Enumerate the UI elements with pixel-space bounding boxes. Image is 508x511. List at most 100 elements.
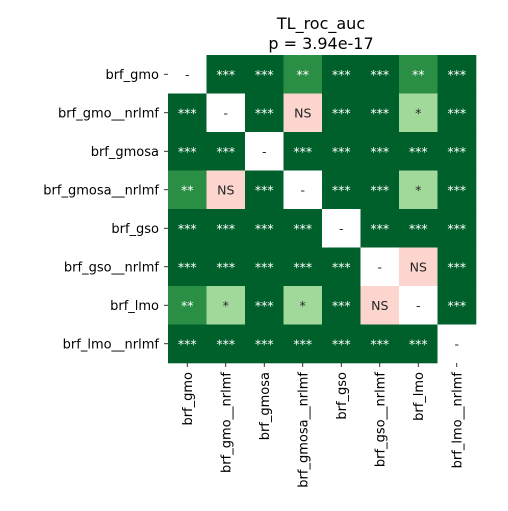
heatmap-cell (437, 286, 477, 325)
cell-label: - (300, 182, 305, 197)
y-tick-label: brf_lmo__nrlmf (63, 337, 160, 352)
cell-label: *** (255, 67, 274, 82)
cell-label: *** (447, 182, 466, 197)
heatmap-cell (245, 324, 284, 364)
cell-label: *** (370, 67, 389, 82)
cell-label: *** (370, 221, 389, 236)
heatmap-cell (283, 324, 323, 364)
cell-label: *** (255, 221, 274, 236)
heatmap-cell (437, 324, 477, 364)
heatmap-cell (283, 247, 323, 287)
heatmap-cell (168, 55, 207, 94)
x-tick-label: brf_gso (335, 372, 350, 420)
cell-label: *** (332, 336, 351, 351)
cell-label: *** (370, 105, 389, 120)
heatmap-cell (360, 170, 400, 210)
heatmap-cell (322, 55, 361, 94)
cell-label: *** (178, 144, 197, 159)
cell-label: *** (332, 105, 351, 120)
cell-label: *** (409, 221, 428, 236)
heatmap-cell (245, 247, 284, 287)
heatmap-cell (283, 55, 323, 94)
cell-label: ** (412, 67, 425, 82)
heatmap-cell (283, 170, 323, 210)
cell-label: *** (447, 298, 466, 313)
heatmap-cell (283, 286, 323, 325)
heatmap-cell (206, 324, 246, 364)
heatmap-cell (283, 132, 323, 171)
cell-label: *** (332, 259, 351, 274)
heatmap-cell (245, 170, 284, 210)
cell-label: NS (410, 259, 427, 274)
heatmap-cell (437, 209, 477, 248)
heatmap-cell (360, 247, 400, 287)
x-tick-label: brf_gmo (181, 372, 196, 426)
heatmap-cell (168, 132, 207, 171)
cell-label: ** (297, 67, 310, 82)
heatmap-cell (245, 132, 284, 171)
heatmap-cell (245, 93, 284, 133)
heatmap-cell (283, 93, 323, 133)
heatmap-cell (399, 132, 438, 171)
heatmap-cell (360, 209, 400, 248)
cell-label: - (454, 336, 459, 351)
heatmap-cell (168, 286, 207, 325)
cell-label: *** (255, 259, 274, 274)
cell-label: *** (447, 221, 466, 236)
cell-label: *** (293, 144, 312, 159)
cell-label: - (416, 298, 421, 313)
cell-label: *** (447, 105, 466, 120)
heatmap-cell (399, 247, 438, 287)
cell-label: - (339, 221, 344, 236)
cell-label: *** (178, 336, 197, 351)
cell-label: *** (447, 67, 466, 82)
heatmap-cell (322, 209, 361, 248)
heatmap-cell (283, 209, 323, 248)
heatmap-cell (437, 55, 477, 94)
cell-label: *** (409, 336, 428, 351)
x-tick-label: brf_lmo__nrlmf (450, 372, 465, 469)
cell-label: *** (255, 105, 274, 120)
heatmap-cell (399, 324, 438, 364)
heatmap-cell (322, 132, 361, 171)
heatmap-cell (437, 93, 477, 133)
x-tick-label: brf_gmosa__nrlmf (296, 372, 311, 488)
cell-label: * (415, 182, 421, 197)
heatmap-cell (360, 132, 400, 171)
heatmap-cell (206, 286, 246, 325)
heatmap-cell (206, 55, 246, 94)
cell-label: *** (216, 336, 235, 351)
cell-label: ** (181, 182, 194, 197)
heatmap-cell (322, 247, 361, 287)
x-tick-labels: brf_gmo brf_gmo__nrlmf brf_gmosa brf_gmosa_… (181, 363, 465, 488)
heatmap-cell (360, 324, 400, 364)
x-tick-label: brf_lmo (412, 372, 427, 421)
x-tick-label: brf_gmo__nrlmf (219, 372, 234, 473)
heatmap-cell (437, 247, 477, 287)
cell-label: - (262, 144, 267, 159)
heatmap-cell (168, 93, 207, 133)
heatmap-cell (206, 170, 246, 210)
cell-label: *** (178, 259, 197, 274)
heatmap-cell (206, 132, 246, 171)
cell-label: ** (181, 298, 194, 313)
cell-label: *** (332, 182, 351, 197)
heatmap-cell (245, 286, 284, 325)
heatmap-cell (360, 55, 400, 94)
cell-label: *** (255, 298, 274, 313)
heatmap-cell (322, 93, 361, 133)
chart-title: TL_roc_auc (276, 14, 365, 34)
heatmap-cell (168, 324, 207, 364)
cell-label: *** (332, 144, 351, 159)
y-tick-label: brf_gmosa__nrlmf (43, 183, 159, 198)
y-tick-labels: brf_gmo brf_gmo__nrlmf brf_gmosa brf_gmosa_… (43, 68, 168, 352)
heatmap-cell (360, 93, 400, 133)
cell-label: *** (178, 221, 197, 236)
cell-label: *** (216, 67, 235, 82)
cell-label: *** (370, 182, 389, 197)
cell-label: NS (217, 182, 234, 197)
heatmap-cell (399, 209, 438, 248)
heatmap-cell (399, 170, 438, 210)
heatmap-cell (437, 170, 477, 210)
